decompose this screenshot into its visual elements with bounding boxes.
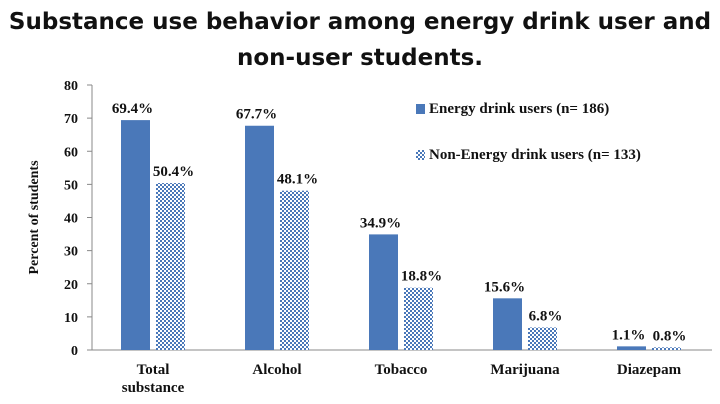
data-label: 34.9% (360, 215, 401, 231)
data-label: 1.1% (612, 327, 646, 343)
bar-non-users (280, 190, 309, 350)
data-label: 0.8% (653, 328, 687, 344)
bar-energy-users (121, 120, 150, 350)
x-tick-label: Tobacco (375, 362, 428, 378)
bar-non-users (528, 327, 557, 350)
bar-energy-users (617, 346, 646, 350)
legend-label: Energy drink users (n= 186) (429, 101, 609, 117)
bar-non-users (404, 287, 433, 350)
bar-energy-users (369, 234, 398, 350)
y-tick-label: 30 (64, 245, 78, 260)
y-tick-label: 50 (64, 178, 78, 193)
data-label: 15.6% (484, 279, 525, 295)
x-tick-label: Marijuana (490, 362, 560, 378)
legend-swatch (416, 150, 425, 160)
bar-non-users (156, 183, 185, 350)
y-tick-label: 10 (64, 311, 78, 326)
data-label: 50.4% (153, 164, 194, 180)
y-tick-label: 80 (64, 79, 78, 94)
y-axis-label: Percent of students (27, 160, 42, 275)
y-tick-label: 20 (64, 278, 78, 293)
data-label: 18.8% (401, 269, 442, 285)
data-label: 6.8% (529, 308, 563, 324)
legend: Energy drink users (n= 186) Non-Energy dr… (416, 101, 641, 163)
y-tick-label: 40 (64, 212, 78, 227)
data-label: 67.7% (236, 107, 277, 123)
x-tick-label: Total (137, 362, 170, 378)
x-tick-label: Alcohol (252, 362, 301, 378)
x-tick-label: substance (122, 380, 185, 396)
x-tick-label: Diazepam (617, 362, 682, 378)
y-tick-label: 70 (64, 112, 78, 127)
data-label: 69.4% (112, 101, 153, 117)
data-labels: 69.4% 50.4% 67.7% 48.1% 34.9% 18.8% 15.6%6.8% 1… (112, 101, 687, 344)
legend-label: Non-Energy drink users (n= 133) (429, 147, 641, 163)
chart-title-line-2: non-user students. (236, 45, 484, 71)
bar-energy-users (493, 298, 522, 350)
y-tick-label: 0 (71, 344, 78, 359)
legend-swatch (416, 104, 425, 114)
y-tick-label: 60 (64, 145, 78, 160)
bar-energy-users (245, 125, 274, 351)
chart-title: Substance use behavior among energy drin… (0, 4, 720, 76)
data-label: 48.1% (277, 172, 318, 188)
chart-title-line-1: Substance use behavior among energy drin… (8, 9, 712, 35)
axes: 0 10 20 30 40 50 60 70 80 Percent of students Tota… (27, 79, 712, 396)
bar-non-users (652, 347, 681, 350)
bars (121, 120, 681, 351)
